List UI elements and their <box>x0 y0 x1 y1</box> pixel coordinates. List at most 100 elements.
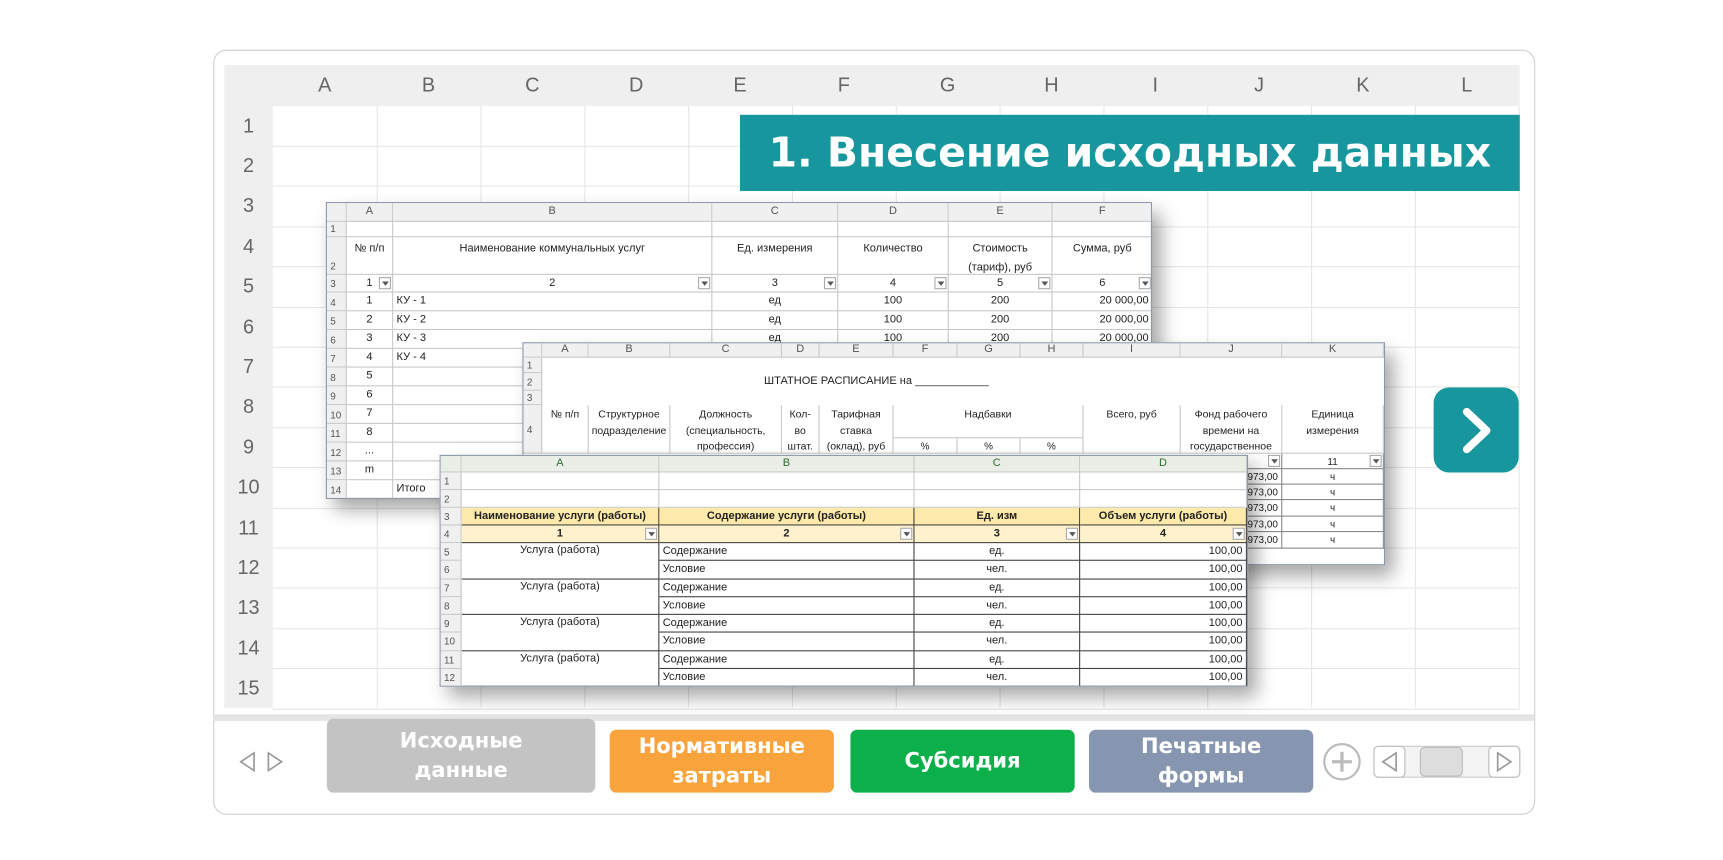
cell: № п/п <box>542 405 589 454</box>
column-letter: K <box>1356 73 1370 97</box>
cell: m <box>346 461 394 481</box>
sheet-tab[interactable]: Печатные формы <box>1089 729 1314 793</box>
cell <box>712 221 839 238</box>
cell <box>1080 472 1247 491</box>
cell: 4 <box>523 405 543 454</box>
tab-label: затраты <box>672 763 772 788</box>
cell: 2 <box>393 274 713 293</box>
cell: Фонд рабочего времени на государственное <box>1180 405 1283 454</box>
cell: 4 <box>1080 525 1247 544</box>
dropdown-button <box>934 277 947 290</box>
cell: ед. <box>914 543 1081 561</box>
cell: 5 <box>346 367 394 387</box>
cell: 1 <box>326 221 347 238</box>
cell: чел. <box>914 597 1081 615</box>
cell: 4 <box>440 525 462 544</box>
next-icon <box>1462 407 1491 454</box>
cell: 100,00 <box>1080 560 1247 580</box>
cell <box>1080 490 1247 508</box>
cell: Единица измерения <box>1282 405 1384 454</box>
cell: ч <box>1282 469 1384 485</box>
cell: 20 000,00 <box>1052 311 1151 331</box>
cell: Содержание <box>659 543 915 561</box>
row-number: 6 <box>242 315 255 338</box>
cell: 3 <box>440 507 462 526</box>
cell: C <box>914 455 1081 473</box>
cell: Ед. измерения <box>712 237 839 275</box>
cell: Количество <box>838 237 949 275</box>
cell: 9 <box>326 386 347 406</box>
cell: Услуга (работа) <box>461 543 660 580</box>
cell: 6 <box>1052 275 1151 293</box>
cell: 3 <box>346 330 394 349</box>
row-number: 12 <box>237 556 260 579</box>
dropdown-arrow <box>648 532 655 537</box>
cell <box>659 472 915 491</box>
cell: Наименование услуги (работы) <box>461 507 660 526</box>
cell: Условие <box>659 632 915 652</box>
cell: 100,00 <box>1080 669 1247 686</box>
cell: 100,00 <box>1080 597 1247 615</box>
cell: Условие <box>659 597 915 615</box>
dropdown-arrow <box>1142 281 1149 286</box>
cell: 11 <box>326 423 347 443</box>
cell: 200 <box>948 311 1053 331</box>
cell: Содержание <box>659 579 915 598</box>
cell: чел. <box>914 632 1081 652</box>
cell <box>914 490 1081 508</box>
cell: 8 <box>440 597 462 615</box>
cell: B <box>588 343 671 358</box>
cell: Должность (специальность, профессия) <box>670 405 782 454</box>
cell: Услуга (работа) <box>461 614 660 652</box>
column-letter: E <box>733 73 747 97</box>
tab-label: данные <box>414 757 508 783</box>
cell: Услуга (работа) <box>461 579 660 615</box>
cell: 20 000,00 <box>1052 293 1151 312</box>
cell: 11 <box>440 651 462 670</box>
cell: B <box>393 203 713 222</box>
cell: 13 <box>326 461 347 481</box>
tab-label: Нормативные <box>638 733 805 758</box>
cell: D <box>781 343 820 358</box>
cell: H <box>1020 343 1084 358</box>
cell: Надбавки <box>893 405 1084 439</box>
cell: КУ - 1 <box>393 292 713 312</box>
cell: 11 <box>1282 453 1384 470</box>
cell: ед. <box>914 614 1081 633</box>
cell: Кол-во штат. ед. <box>781 405 820 454</box>
cell: 2 <box>659 525 915 544</box>
dropdown-button <box>1267 454 1281 467</box>
cell: 8 <box>326 367 347 387</box>
cell <box>838 221 949 238</box>
cell <box>948 221 1053 238</box>
row-number: 10 <box>237 475 260 499</box>
cell: % <box>1020 438 1084 454</box>
cell: чел. <box>914 669 1081 686</box>
cell: 12 <box>326 442 347 462</box>
column-letter: D <box>629 73 644 97</box>
cell: A <box>542 343 589 358</box>
cell: № п/п <box>346 237 394 275</box>
row-number: 2 <box>242 154 255 177</box>
next-button[interactable] <box>1433 387 1519 473</box>
cell: 100,00 <box>1080 543 1247 561</box>
cell: чел. <box>914 560 1081 580</box>
dropdown-button <box>1232 527 1245 540</box>
cell: 5 <box>326 311 347 331</box>
dropdown-button <box>645 527 658 540</box>
tab-label: Субсидия <box>904 748 1021 773</box>
cell <box>326 203 347 222</box>
cell: 12 <box>440 669 462 686</box>
services-sheet: A B C D 1 2 3 Наименование услуги (работы) Содер… <box>439 454 1249 687</box>
sheet-tab[interactable]: Нормативные затраты <box>609 729 834 793</box>
cell: % <box>957 438 1021 454</box>
cell: ед <box>712 311 839 331</box>
sheet-tab[interactable]: Субсидия <box>850 729 1075 793</box>
sheet-tab[interactable]: Исходные данные <box>326 718 596 793</box>
column-letter: B <box>421 73 436 97</box>
row-number: 11 <box>238 516 259 539</box>
cell: Стоимость (тариф), руб <box>948 237 1053 275</box>
dropdown-arrow <box>1069 532 1076 537</box>
cell: КУ - 2 <box>393 311 713 331</box>
row-header-bar <box>224 105 273 708</box>
